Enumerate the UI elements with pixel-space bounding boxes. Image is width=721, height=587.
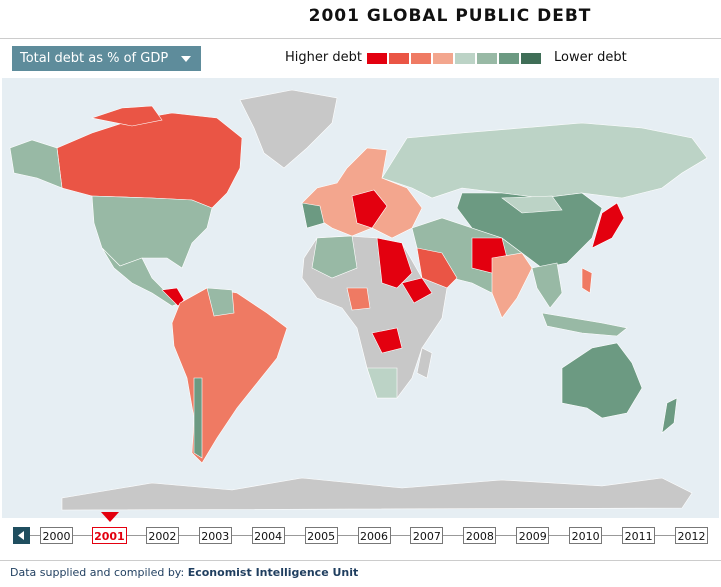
madagascar <box>416 347 433 379</box>
zambia <box>371 327 403 354</box>
prev-button[interactable] <box>13 527 30 544</box>
year-button[interactable]: 2000 <box>40 527 73 544</box>
south-america <box>171 287 288 464</box>
year-marker <box>100 512 119 522</box>
japan <box>591 202 625 249</box>
iberia <box>301 202 325 229</box>
greenland <box>239 89 338 169</box>
india <box>491 252 533 319</box>
timeline: 2000 2001 2002 2003 2004 2005 2006 2007 2008 2009… <box>0 512 721 550</box>
top-bar <box>0 38 721 79</box>
dropdown-arrow <box>181 56 191 62</box>
indonesia <box>541 312 628 337</box>
alaska <box>9 139 63 189</box>
year-button[interactable]: 2003 <box>198 527 232 544</box>
south-africa <box>366 367 398 399</box>
legend-swatch <box>367 53 387 64</box>
legend-swatch <box>433 53 453 64</box>
legend-swatch <box>477 53 497 64</box>
venezuela <box>206 287 235 317</box>
legend-low: Lower debt <box>554 50 627 65</box>
legend-high: Higher debt <box>285 50 362 65</box>
central-america <box>161 287 185 307</box>
chile <box>193 377 203 459</box>
philippines <box>581 267 593 294</box>
ethiopia <box>401 277 433 304</box>
canada <box>56 112 243 209</box>
footer: Data supplied and compiled by: Economist… <box>0 560 721 579</box>
year-button[interactable]: 2009 <box>516 527 550 544</box>
year-button[interactable]: 2004 <box>251 527 285 544</box>
year-button[interactable]: 2006 <box>357 527 391 544</box>
year-button[interactable]: 2008 <box>463 527 497 544</box>
new-zealand <box>661 397 678 434</box>
title: 2001 GLOBAL PUBLIC DEBT <box>308 6 592 26</box>
footer-source: Economist Intelligence Unit <box>187 566 359 579</box>
central-europe <box>351 189 388 229</box>
year-button[interactable]: 2005 <box>304 527 338 544</box>
legend-swatches <box>367 53 541 64</box>
legend-swatch <box>521 53 541 64</box>
year-button[interactable]: 2002 <box>145 527 179 544</box>
antarctica <box>61 477 693 511</box>
year-button[interactable]: 2011 <box>622 527 656 544</box>
egypt-sudan <box>376 237 413 289</box>
legend-swatch <box>389 53 409 64</box>
mongolia <box>501 195 563 214</box>
legend-swatch <box>411 53 431 64</box>
year-button[interactable]: 2012 <box>675 527 708 544</box>
year-button[interactable]: 2001 <box>91 527 127 544</box>
footer-text: Data supplied and compiled by: <box>10 566 185 579</box>
prev-arrow <box>18 531 24 540</box>
australia <box>561 342 643 419</box>
dropdown-label: Total debt as % of GDP <box>20 51 169 66</box>
indicator-dropdown[interactable]: Total debt as % of GDP <box>12 46 201 71</box>
southeast-asia <box>531 262 563 309</box>
year-button[interactable]: 2007 <box>410 527 444 544</box>
year-button[interactable]: 2010 <box>569 527 603 544</box>
north-africa <box>311 235 358 279</box>
nigeria <box>346 287 371 311</box>
arctic-islands <box>90 105 163 127</box>
legend-swatch <box>499 53 519 64</box>
russia <box>381 122 708 199</box>
legend-swatch <box>455 53 475 64</box>
map <box>2 78 719 518</box>
world-map <box>9 89 708 511</box>
